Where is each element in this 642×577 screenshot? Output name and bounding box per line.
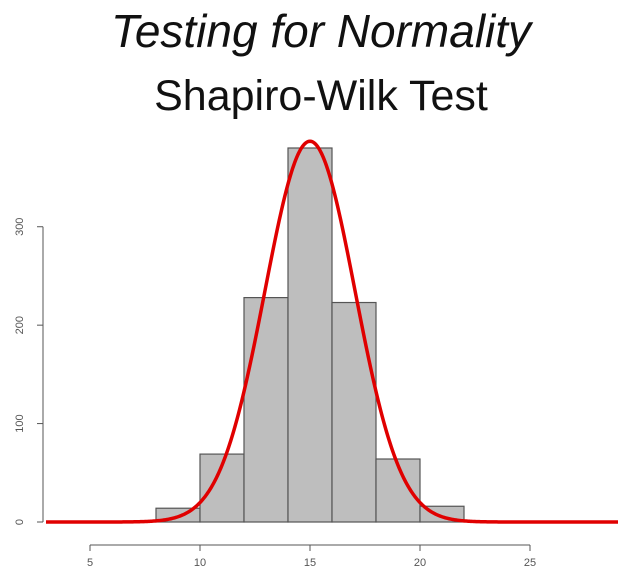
bars-layer bbox=[155, 147, 465, 523]
y-tick-label: 300 bbox=[14, 218, 26, 236]
y-tick-label: 100 bbox=[14, 414, 26, 432]
x-tick-label: 15 bbox=[304, 557, 316, 569]
x-tick-label: 20 bbox=[414, 557, 426, 569]
slide-subtitle: Shapiro-Wilk Test bbox=[154, 72, 488, 120]
y-tick-label: 200 bbox=[14, 316, 26, 334]
histogram-bar bbox=[331, 301, 377, 523]
histogram-bar bbox=[243, 297, 289, 523]
x-axis: 5 10 15 20 25 bbox=[87, 544, 536, 569]
y-axis: 0 100 200 300 bbox=[14, 218, 44, 525]
curve-layer bbox=[45, 139, 619, 524]
slide-title: Testing for Normality bbox=[110, 5, 532, 57]
x-tick-label: 25 bbox=[524, 557, 536, 569]
y-tick-label: 0 bbox=[14, 519, 26, 525]
x-tick-label: 5 bbox=[87, 557, 93, 569]
normal-density-curve bbox=[45, 139, 619, 524]
histogram-bar bbox=[287, 147, 333, 523]
x-tick-label: 10 bbox=[194, 557, 206, 569]
